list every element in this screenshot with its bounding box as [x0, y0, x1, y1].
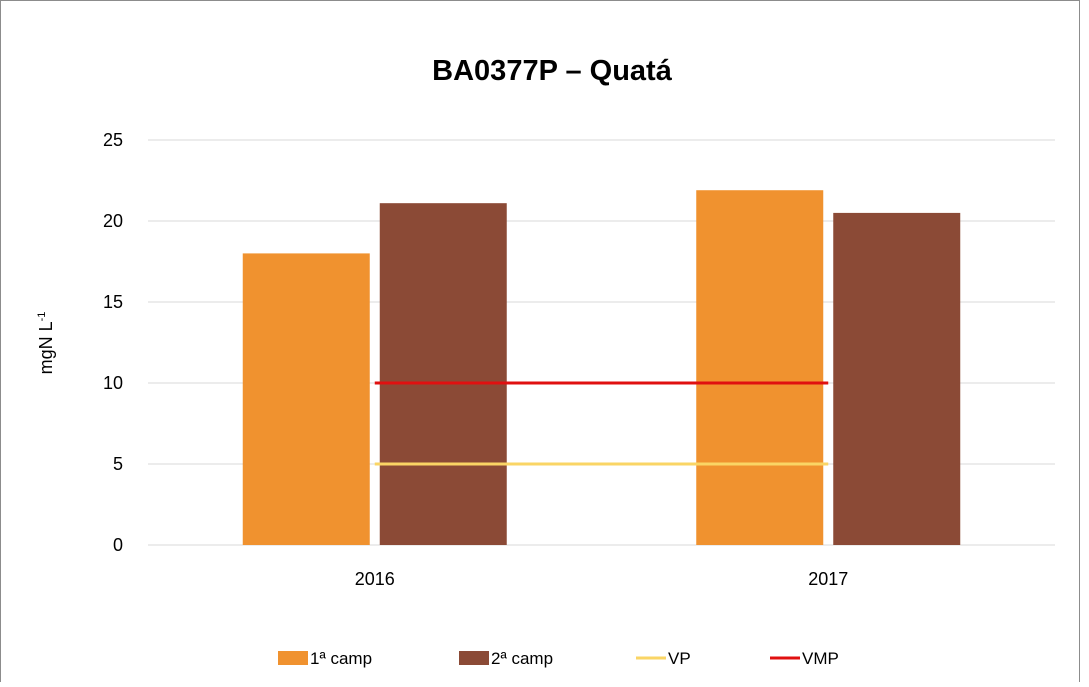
- bar: [379, 203, 507, 545]
- y-tick-label: 25: [103, 130, 123, 150]
- y-axis-label: mgN L-1: [36, 312, 56, 375]
- chart-title: BA0377P – Quatá: [432, 55, 673, 87]
- bar: [242, 253, 370, 545]
- y-tick-label: 0: [113, 535, 123, 555]
- bar: [833, 212, 961, 545]
- legend-swatch: [459, 651, 489, 665]
- x-tick-label: 2017: [808, 569, 848, 589]
- legend-label: 2ª camp: [491, 649, 553, 668]
- y-label-text: mgN L: [36, 321, 56, 374]
- x-tick-label: 2016: [355, 569, 395, 589]
- legend-label: VP: [668, 649, 691, 668]
- y-tick-label: 15: [103, 292, 123, 312]
- legend-swatch: [278, 651, 308, 665]
- y-tick-label: 20: [103, 211, 123, 231]
- y-tick-label: 5: [113, 454, 123, 474]
- y-label-sup: -1: [36, 312, 48, 322]
- bar: [696, 190, 824, 545]
- y-tick-label: 10: [103, 373, 123, 393]
- legend-label: 1ª camp: [310, 649, 372, 668]
- legend-label: VMP: [802, 649, 839, 668]
